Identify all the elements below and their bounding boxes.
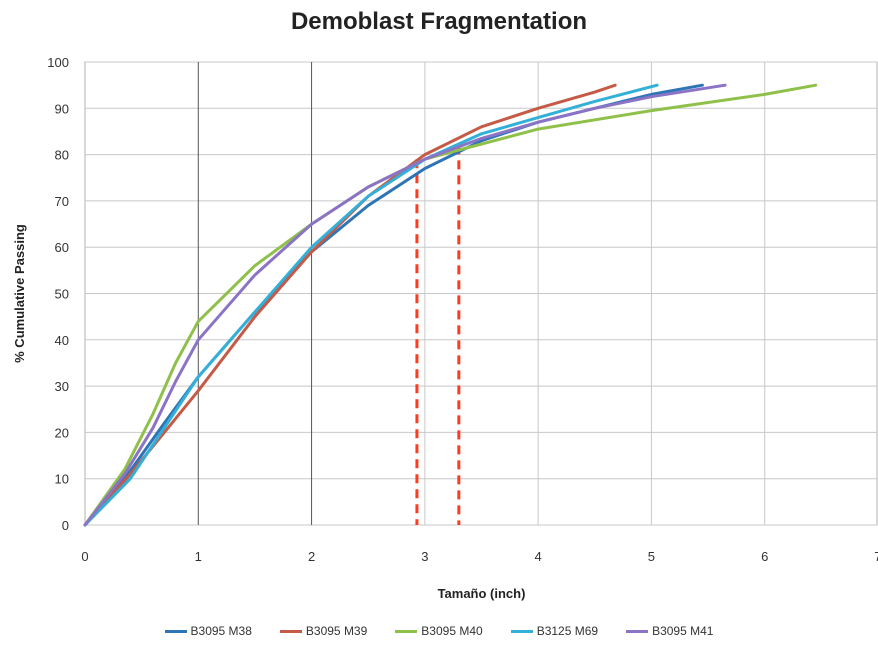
series-lines [83, 83, 818, 527]
y-tick-label: 50 [55, 287, 69, 302]
series-line [83, 83, 617, 527]
y-tick-label: 10 [55, 472, 69, 487]
y-tick-label: 30 [55, 379, 69, 394]
legend-item: B3095 M39 [279, 624, 368, 638]
reference-lines [415, 145, 461, 525]
legend-swatch [164, 629, 187, 633]
x-tick-label: 4 [535, 549, 542, 564]
legend-swatch [510, 629, 533, 633]
x-tick-label: 6 [761, 549, 768, 564]
y-tick-label: 100 [47, 55, 69, 70]
legend-swatch [626, 629, 649, 633]
y-tick-label: 80 [55, 148, 69, 163]
y-tick-label: 20 [55, 425, 69, 440]
legend-item: B3095 M40 [395, 624, 483, 638]
x-tick-label: 5 [648, 549, 655, 564]
legend-label: B3095 M41 [652, 624, 714, 638]
x-tick-label: 0 [81, 549, 88, 564]
legend-label: B3125 M69 [536, 624, 599, 638]
y-tick-label: 90 [55, 101, 69, 116]
x-tick-label: 3 [421, 549, 428, 564]
legend-item: B3095 M38 [164, 624, 252, 638]
y-tick-label: 60 [55, 240, 69, 255]
series-line [83, 83, 659, 527]
legend-item: B3095 M41 [626, 624, 713, 638]
legend: B3095 M38 B3095 M39 B3095 M40 B3125 M69 B309… [0, 624, 878, 638]
x-tick-label: 2 [308, 549, 315, 564]
grid-lines [85, 61, 877, 526]
legend-item: B3125 M69 [510, 624, 599, 638]
legend-swatch [279, 629, 302, 633]
x-tick-label: 7 [874, 549, 878, 564]
y-tick-label: 40 [55, 333, 69, 348]
x-tick-label: 1 [195, 549, 202, 564]
chart-title: Demoblast Fragmentation [290, 8, 588, 35]
legend-label: B3095 M38 [190, 624, 252, 638]
legend-swatch [395, 629, 418, 633]
series-line [83, 83, 727, 527]
y-tick-label: 0 [62, 518, 69, 533]
x-axis-title: Tamaño (inch) [438, 586, 526, 601]
tick-labels: 0 10 20 30 40 50 60 70 80 90 100 0 1 2 3 4 5 6 7 [47, 55, 878, 564]
legend-label: B3095 M39 [305, 624, 368, 638]
y-tick-label: 70 [55, 194, 69, 209]
y-axis-title: % Cumulative Passing [12, 224, 27, 363]
legend-label: B3095 M40 [421, 624, 483, 638]
